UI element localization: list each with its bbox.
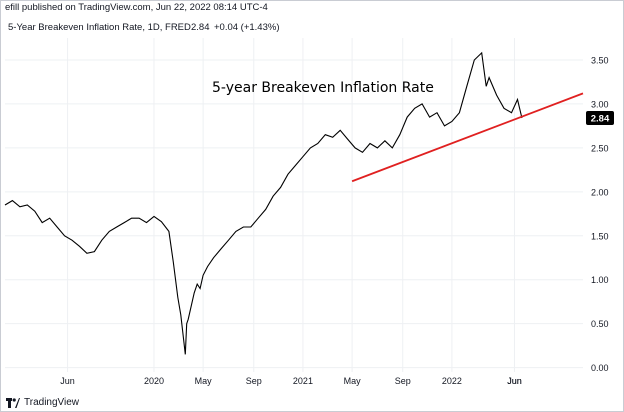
- y-axis: 3.50 3.00 2.50 2.00 1.50 1.00 0.50 0.00: [591, 55, 609, 373]
- y-tick-label: 0.00: [591, 363, 609, 373]
- x-tick-label: May: [344, 376, 362, 386]
- x-tick-label: Sep: [395, 376, 411, 386]
- tradingview-logo-icon: [6, 397, 20, 408]
- last-value-badge-text: 2.84: [591, 113, 610, 124]
- y-tick-label: 1.00: [591, 275, 609, 285]
- x-tick-label: Jun: [507, 376, 522, 386]
- series-line: [4, 51, 523, 355]
- y-tick-label: 2.50: [591, 143, 609, 153]
- y-tick-label: 0.50: [591, 319, 609, 329]
- x-tick-label: Jun: [507, 376, 522, 386]
- y-tick-label: 3.50: [591, 55, 609, 65]
- trend-line: [351, 92, 584, 183]
- x-tick-label: 2020: [144, 376, 164, 386]
- grid: [5, 38, 583, 372]
- x-tick-label: May: [195, 376, 213, 386]
- y-tick-label: 2.00: [591, 187, 609, 197]
- legend-name: 5-Year Breakeven Inflation Rate, 1D, FRE…: [8, 22, 191, 33]
- chart-title: 5-year Breakeven Inflation Rate: [212, 80, 434, 96]
- x-tick-label: Jun: [60, 376, 75, 386]
- x-tick-label: Sep: [246, 376, 262, 386]
- last-value-badge: [586, 110, 614, 125]
- published-line: efill published on TradingView.com, Jun …: [5, 2, 268, 13]
- legend-last-value: 2.84: [191, 22, 210, 33]
- footer-brand: TradingView: [24, 397, 80, 408]
- y-tick-label: 1.50: [591, 231, 609, 241]
- y-tick-label: 3.00: [591, 99, 609, 109]
- legend-change: +0.04 (+1.43%): [214, 22, 280, 33]
- tradingview-logo[interactable]: TradingView: [6, 397, 79, 408]
- x-tick-label: 2021: [293, 376, 313, 386]
- x-tick-label: 2022: [442, 376, 462, 386]
